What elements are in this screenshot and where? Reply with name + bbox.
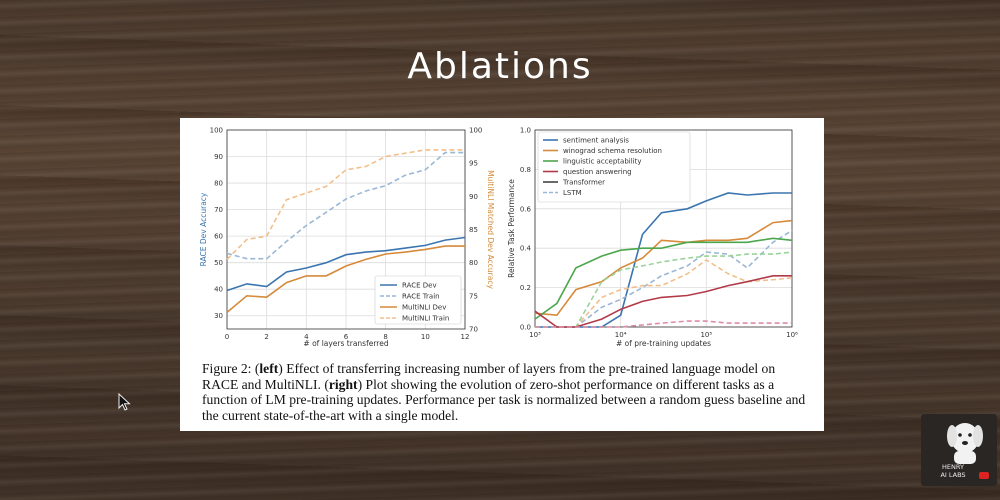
henry-ai-labs-logo: HENRY AI LABS (921, 414, 997, 486)
left-y2-tick-label: 80 (469, 259, 478, 267)
mouse-pointer-icon (118, 393, 131, 411)
left-y-tick-label: 100 (210, 127, 223, 135)
caption-right-word: right (328, 376, 358, 392)
left-series-line-multinli-dev (226, 245, 465, 314)
right-series-line-sentiment-analysis (535, 192, 792, 328)
right-series-line-question-answering (534, 275, 792, 328)
left-legend-label: MultiNLI Dev (402, 304, 446, 312)
left-y-tick-label: 70 (214, 206, 223, 214)
left-legend-label: RACE Train (402, 293, 440, 301)
left-y-tick-label: 50 (214, 259, 223, 267)
right-legend-label: Transformer (562, 179, 605, 187)
right-y-tick-label: 0.4 (520, 245, 532, 253)
right-series-line-question-answering-lstm (535, 320, 792, 328)
right-legend-label: question answering (563, 168, 632, 176)
left-x-tick-label: 0 (225, 333, 229, 341)
right-plot-frame (534, 129, 793, 328)
left-y-tick-label: 80 (214, 180, 223, 188)
right-x-axis-label: # of pre-training updates (616, 339, 711, 348)
figure-caption: Figure 2: (left) Effect of transferring … (202, 361, 808, 423)
left-y2-tick-label: 100 (469, 127, 482, 135)
right-legend-label: winograd schema resolution (563, 147, 662, 155)
right-y-tick-label: 1.0 (520, 127, 531, 135)
left-legend-label: RACE Dev (402, 282, 437, 290)
right-x-tick-label: 10⁴ (615, 331, 627, 339)
charts-svg: 0 2 4 6 8 10 12 30 40 50 60 70 80 90 100 70 75 80 85 90 95 10… (199, 127, 798, 349)
right-series-line-linguistic-acceptability (534, 237, 793, 320)
left-x-tick-label: 12 (461, 333, 470, 341)
right-y-tick-label: 0.6 (520, 205, 532, 213)
right-y-tick-label: 0.8 (520, 166, 531, 174)
left-x-axis-label: # of layers transferred (303, 339, 388, 348)
left-legend-box (374, 275, 462, 325)
left-y2-tick-label: 75 (469, 292, 478, 300)
left-y2-tick-label: 90 (469, 193, 478, 201)
caption-left-close: ) (278, 361, 283, 376)
caption-text-1: Effect of transferring increasing number… (202, 361, 776, 392)
right-legend-box (537, 131, 691, 203)
left-y-tick-label: 30 (214, 312, 223, 320)
right-x-tick-label: 10⁶ (786, 331, 798, 339)
right-series-line-linguistic-acceptability-lstm (535, 251, 793, 328)
caption-left-open: ( (254, 361, 260, 376)
left-y2-tick-label: 95 (469, 160, 478, 168)
youtube-icon[interactable] (979, 472, 989, 479)
logo-line-1: HENRY (942, 463, 964, 471)
right-legend-label: sentiment analysis (563, 137, 629, 145)
caption-figure-label: Figure 2: (202, 361, 252, 376)
right-y-axis-label: Relative Task Performance (507, 179, 516, 278)
left-series-line-race-dev (226, 236, 466, 292)
logo-line-2: AI LABS (940, 471, 966, 479)
caption-left-word: left (259, 361, 279, 376)
slide-title: Ablations (407, 46, 593, 87)
caption-right-open: ( (324, 376, 329, 392)
right-legend-label: linguistic acceptability (563, 158, 642, 166)
left-legend-label: MultiNLI Train (402, 315, 449, 323)
right-y-tick-label: 0.2 (520, 284, 531, 292)
left-x-tick-label: 8 (383, 333, 387, 341)
left-y-tick-label: 90 (214, 153, 223, 161)
right-series-line-winograd-schema-resolution (534, 219, 793, 317)
left-series-line-race-train (226, 151, 465, 260)
left-y-tick-label: 40 (214, 286, 223, 294)
left-x-tick-label: 10 (421, 333, 430, 341)
figure-panel: 0 2 4 6 8 10 12 30 40 50 60 70 80 90 100 70 75 80 85 90 95 10… (180, 118, 824, 431)
left-y2-tick-label: 70 (469, 326, 478, 334)
left-x-tick-label: 2 (264, 333, 268, 341)
right-y-tick-label: 0.0 (520, 324, 531, 332)
left-y2-axis-label: MultiNLI Matched Dev Accuracy (486, 170, 495, 289)
left-plot-frame (226, 129, 466, 330)
right-legend-label: LSTM (563, 189, 582, 197)
left-y-tick-label: 60 (214, 233, 223, 241)
right-x-tick-label: 10⁵ (700, 331, 712, 339)
left-y-axis-label: RACE Dev Accuracy (199, 192, 208, 266)
left-x-tick-label: 4 (304, 333, 309, 341)
left-series-line-multinli-train (226, 149, 465, 260)
right-series-line-sentiment-analysis-lstm (535, 229, 793, 328)
caption-text-2: Plot showing the evolution of zero-shot … (202, 376, 806, 423)
left-y2-tick-label: 85 (469, 226, 478, 234)
right-x-tick-label: 10³ (529, 331, 541, 339)
dog-icon (947, 423, 983, 464)
caption-right-close: ) (357, 376, 363, 392)
left-x-tick-label: 6 (344, 333, 349, 341)
